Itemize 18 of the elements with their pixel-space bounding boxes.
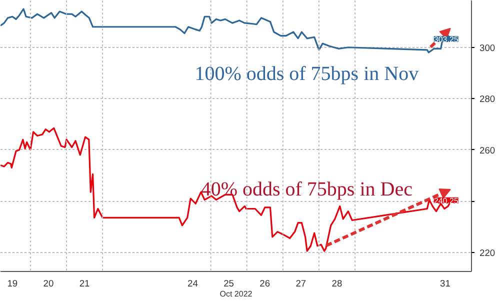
annotation: 303.25: [434, 35, 459, 44]
x-tick-label: 19: [7, 278, 18, 288]
annotation: 100% odds of 75bps in Nov: [194, 63, 419, 86]
x-tick-label: 28: [332, 278, 342, 288]
y-tick-label: 220: [480, 248, 496, 258]
x-tick-label: 27: [296, 278, 306, 288]
annotation: 40% odds of 75bps in Dec: [200, 178, 413, 201]
x-tick-label: 20: [43, 278, 54, 288]
y-tick-label: 260: [480, 145, 496, 156]
x-tick-label: 21: [79, 278, 90, 288]
x-tick-label: 25: [224, 278, 234, 288]
x-tick-label: 24: [188, 278, 198, 288]
y-tick-label: 280: [480, 94, 496, 104]
x-tick-label: 26: [260, 278, 270, 288]
y-tick-label: 300: [480, 42, 496, 53]
annotation: 240.25: [434, 196, 459, 206]
x-axis-title: Oct 2022: [220, 290, 253, 298]
x-tick-label: 31: [440, 278, 450, 288]
